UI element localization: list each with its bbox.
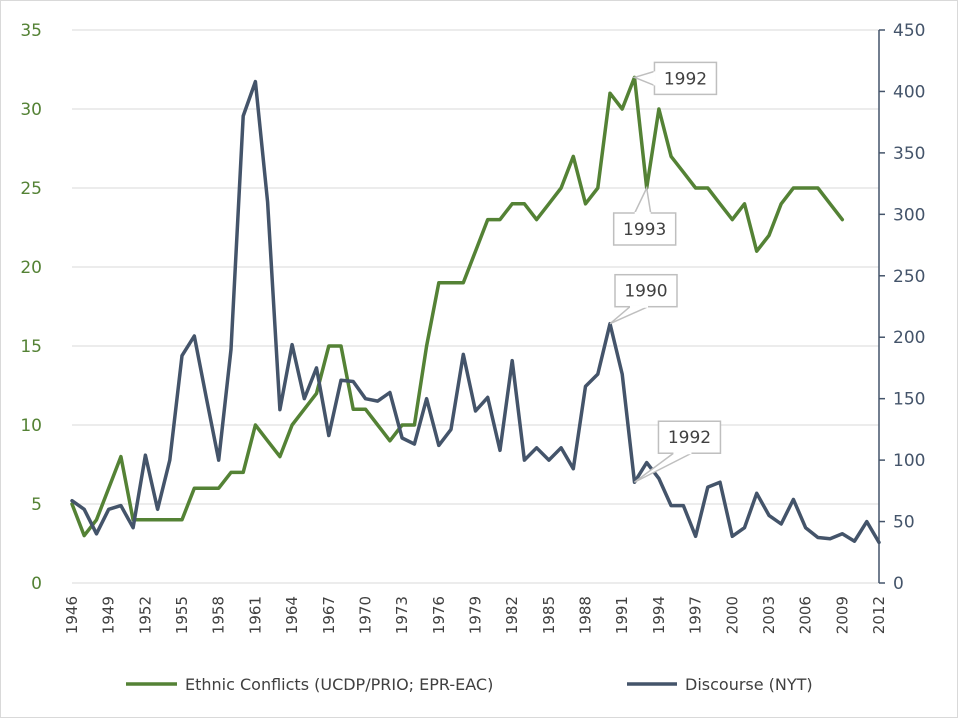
left-tick-label: 5 xyxy=(31,495,42,515)
left-tick-label: 35 xyxy=(20,21,42,41)
legend-item: Discourse (NYT) xyxy=(627,675,813,694)
x-tick-label: 2006 xyxy=(797,596,815,634)
x-tick-label: 2003 xyxy=(760,596,778,634)
x-tick-label: 1976 xyxy=(430,596,448,634)
callout-label: 1992 xyxy=(668,428,711,448)
x-tick-label: 1949 xyxy=(100,596,118,634)
x-axis-ticks: 1946 1949 1952 1955 1958 1961 1964 1967 1970 1973… xyxy=(63,596,888,634)
right-tick-label: 400 xyxy=(893,82,925,102)
x-tick-label: 1991 xyxy=(613,596,631,634)
x-tick-label: 1988 xyxy=(577,596,595,634)
legend-label: Ethnic Conflicts (UCDP/PRIO; EPR-EAC) xyxy=(185,675,493,694)
left-tick-label: 25 xyxy=(20,179,42,199)
left-tick-label: 30 xyxy=(20,100,42,120)
callout-1993: 1993 xyxy=(612,185,677,246)
callout-label: 1993 xyxy=(623,220,666,240)
series-line-discourse xyxy=(70,79,881,545)
callout-1992: 1992 xyxy=(632,61,718,96)
callout-1990: 1990 xyxy=(609,273,678,325)
right-tick-label: 250 xyxy=(893,267,925,287)
callout-box xyxy=(612,212,677,246)
x-tick-label: 1973 xyxy=(393,596,411,634)
left-tick-label: 0 xyxy=(31,574,42,594)
callout-1992: 1992 xyxy=(634,420,722,483)
callout-label: 1992 xyxy=(664,69,707,89)
x-tick-label: 1994 xyxy=(650,596,668,634)
right-tick-label: 100 xyxy=(893,451,925,471)
x-tick-label: 2012 xyxy=(870,596,888,634)
callout-box xyxy=(653,61,718,96)
x-tick-label: 1958 xyxy=(210,596,228,634)
left-tick-label: 10 xyxy=(20,416,42,436)
left-tick-label: 20 xyxy=(20,258,42,278)
x-tick-label: 1997 xyxy=(687,596,705,634)
callout-pointer xyxy=(632,70,656,87)
x-tick-label: 1952 xyxy=(136,596,154,634)
right-tick-label: 50 xyxy=(893,513,915,533)
x-tick-label: 1985 xyxy=(540,596,558,634)
legend-item: Ethnic Conflicts (UCDP/PRIO; EPR-EAC) xyxy=(126,675,493,694)
left-axis-ticks: 0 5 10 15 20 25 30 35 xyxy=(20,21,42,594)
series-lines xyxy=(70,75,881,545)
callout-pointer xyxy=(633,185,652,214)
x-tick-label: 2009 xyxy=(833,596,851,634)
legend: Ethnic Conflicts (UCDP/PRIO; EPR-EAC) Dis… xyxy=(126,675,813,694)
right-axis-ticks: 0 50 100 150 200 250 300 350 400 450 xyxy=(893,21,925,594)
left-tick-label: 15 xyxy=(20,337,42,357)
x-tick-label: 1967 xyxy=(320,596,338,634)
legend-label: Discourse (NYT) xyxy=(685,675,813,694)
x-tick-label: 1946 xyxy=(63,596,81,634)
x-tick-label: 1979 xyxy=(467,596,485,634)
axes xyxy=(72,29,885,584)
x-tick-label: 1982 xyxy=(503,596,521,634)
x-tick-label: 1964 xyxy=(283,596,301,634)
series-line-ethnic-conflicts xyxy=(70,75,845,538)
x-tick-label: 1955 xyxy=(173,596,191,634)
gridlines xyxy=(72,29,879,505)
callout-pointer xyxy=(609,305,649,325)
x-tick-label: 1970 xyxy=(356,596,374,634)
x-tick-label: 2000 xyxy=(723,596,741,634)
right-tick-label: 300 xyxy=(893,205,925,225)
right-tick-label: 0 xyxy=(893,574,904,594)
right-tick-label: 350 xyxy=(893,144,925,164)
right-tick-label: 200 xyxy=(893,328,925,348)
callouts: 1992 1993 1990 1992 xyxy=(609,61,722,483)
callout-label: 1990 xyxy=(624,282,667,302)
x-tick-label: 1961 xyxy=(246,596,264,634)
right-tick-label: 150 xyxy=(893,390,925,410)
right-tick-label: 450 xyxy=(893,21,925,41)
